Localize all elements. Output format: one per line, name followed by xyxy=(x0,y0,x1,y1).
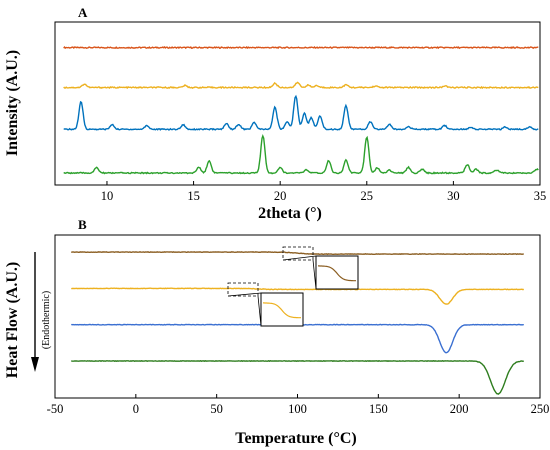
panel-b-xlabel: Temperature (°C) xyxy=(235,430,356,447)
xrd-series-1 xyxy=(63,45,539,50)
inset-1-connector xyxy=(282,255,317,261)
x-tick-label: 15 xyxy=(187,189,200,203)
x-tick-label: 20 xyxy=(274,189,287,203)
xrd-series-2 xyxy=(63,81,539,90)
x-tick-label: 200 xyxy=(450,402,469,416)
x-tick-label: 30 xyxy=(447,189,460,203)
dsc-series-1 xyxy=(71,251,524,256)
x-tick-label: 35 xyxy=(534,189,547,203)
x-tick-label: 250 xyxy=(531,402,550,416)
inset-2-trace xyxy=(263,302,301,319)
xrd-series-3 xyxy=(63,94,539,131)
dsc-series-4 xyxy=(71,360,525,395)
panel-b-label: B xyxy=(78,217,87,232)
xrd-series-4 xyxy=(63,133,539,175)
panel-b-ylabel: Heat Flow (A.U.) xyxy=(4,262,21,378)
inset-1-trace xyxy=(318,265,356,282)
x-tick-label: 25 xyxy=(361,189,374,203)
inset-1-selection xyxy=(282,246,314,261)
x-tick-label: 100 xyxy=(288,402,307,416)
x-tick-label: -50 xyxy=(47,402,64,416)
inset-2-connector xyxy=(227,292,262,297)
panel-a-label: A xyxy=(78,5,88,20)
x-tick-label: 10 xyxy=(101,189,114,203)
panel-a-ylabel: Intensity (A.U.) xyxy=(4,50,21,156)
panel-b: B -50 0 50 100 150 200 250 Temperature (°C) He… xyxy=(4,217,549,447)
panel-a: A 10 15 20 25 30 35 2theta (°) Intensity (A.U… xyxy=(4,5,546,222)
x-tick-label: 0 xyxy=(133,402,139,416)
x-tick-label: 50 xyxy=(210,402,223,416)
dsc-series-2 xyxy=(71,287,525,305)
inset-2-selection xyxy=(227,282,259,297)
panel-a-frame xyxy=(54,21,541,186)
dsc-series-3 xyxy=(71,323,524,354)
endothermic-label: (Endothermic) xyxy=(41,291,52,349)
x-tick-label: 150 xyxy=(369,402,388,416)
panel-a-xlabel: 2theta (°) xyxy=(258,205,322,222)
endothermic-arrow-icon xyxy=(31,357,39,372)
